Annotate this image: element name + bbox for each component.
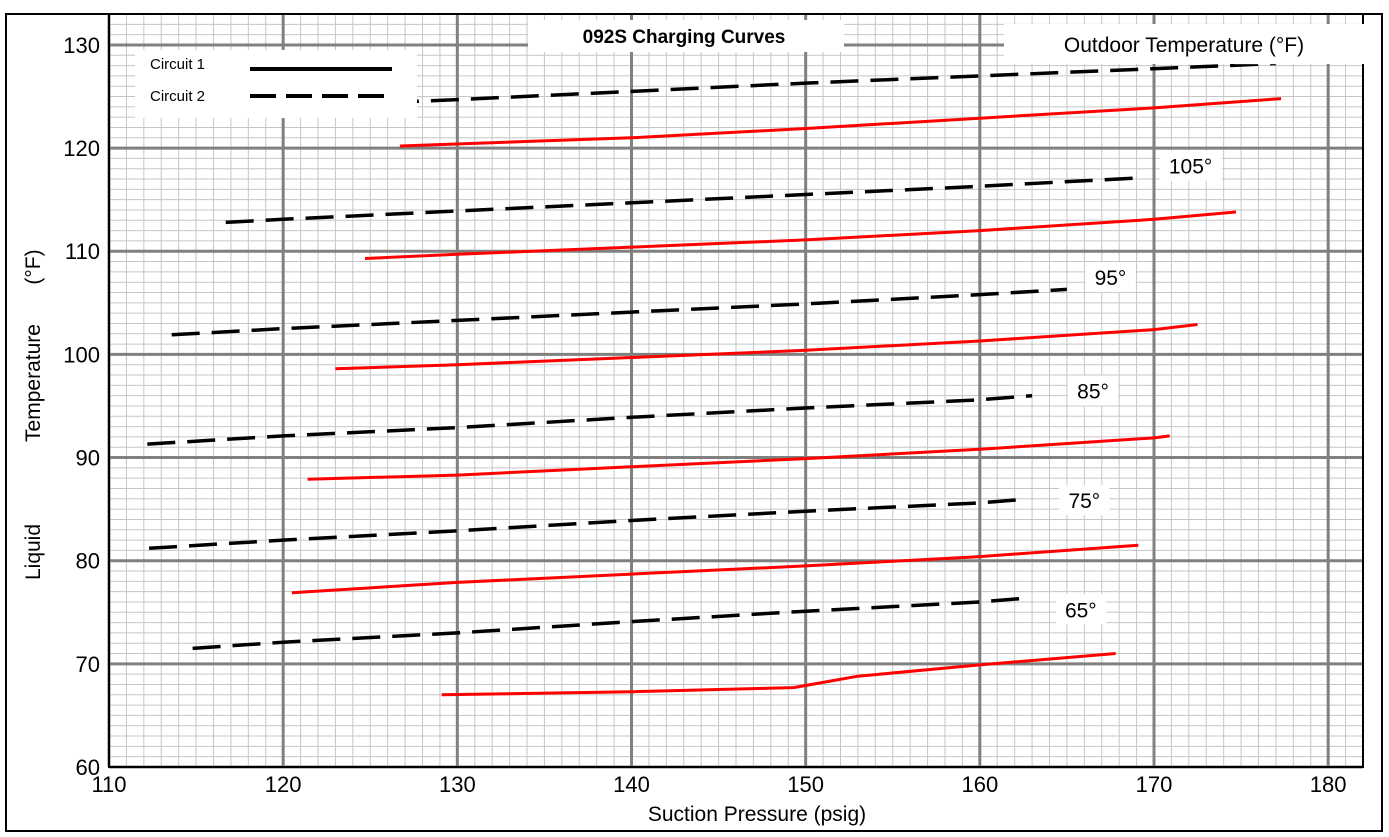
curve-label-85f: 85° xyxy=(1077,381,1109,404)
chart-title: 092S Charging Curves xyxy=(583,27,786,48)
circuit-1-curve-75f xyxy=(291,543,1139,595)
y-axis-title-word-3: (°F) xyxy=(22,249,45,284)
curve-label-backdrop xyxy=(1085,262,1136,293)
y-tick-label: 70 xyxy=(76,652,100,677)
circuit-2-curve-115f xyxy=(310,61,1276,108)
subtitle-backdrop xyxy=(1004,24,1370,64)
legend-label-circuit-2: Circuit 2 xyxy=(150,88,205,105)
circuit-2-curve-65f xyxy=(192,596,1031,651)
curve-label-backdrop xyxy=(1159,150,1222,181)
curve-label-backdrop xyxy=(1059,484,1110,515)
curve-label-backdrop xyxy=(1055,594,1106,625)
circuit-1-curve-95f xyxy=(335,323,1198,371)
curve-label-backdrop xyxy=(1068,375,1119,406)
series-layer xyxy=(147,61,1282,697)
curve-label-65f: 65° xyxy=(1065,599,1097,622)
circuit-1-curve-85f xyxy=(307,434,1170,481)
outer-frame xyxy=(5,13,1383,832)
y-axis-title-word-2: Temperature xyxy=(22,324,45,442)
circuit-2-curve-85f xyxy=(147,393,1033,446)
legend: Circuit 1 Circuit 2 xyxy=(135,50,417,118)
y-tick-label: 120 xyxy=(63,136,100,161)
x-tick-label: 110 xyxy=(91,772,126,797)
x-tick-label: 140 xyxy=(613,772,650,797)
circuit-1-curve-115f xyxy=(399,97,1282,148)
x-tick-label: 170 xyxy=(1136,772,1173,797)
y-tick-label: 110 xyxy=(65,239,100,264)
x-axis-title: Suction Pressure (psig) xyxy=(648,803,866,826)
x-tick-label: 160 xyxy=(961,772,998,797)
x-tick-label: 150 xyxy=(787,772,824,797)
y-tick-label: 90 xyxy=(76,446,100,471)
title-backdrop xyxy=(528,20,844,52)
circuit-2-curve-105f xyxy=(225,176,1137,225)
curve-label-75f: 75° xyxy=(1068,490,1100,513)
legend-box xyxy=(135,50,417,118)
curve-label-95f: 95° xyxy=(1095,267,1127,290)
y-tick-label: 130 xyxy=(63,33,100,58)
y-tick-label: 100 xyxy=(63,342,100,367)
y-tick-labels: 60 70 80 90 100 110 120 130 xyxy=(63,33,100,780)
circuit-1-curve-65f xyxy=(441,652,1116,697)
curve-label-105f: 105° xyxy=(1169,156,1212,179)
x-tick-label: 130 xyxy=(439,772,476,797)
legend-label-circuit-1: Circuit 1 xyxy=(150,56,205,73)
x-tick-label: 180 xyxy=(1310,772,1347,797)
x-tick-label: 120 xyxy=(265,772,302,797)
plot-frame xyxy=(108,13,1364,768)
circuit-1-curve-105f xyxy=(364,210,1237,260)
circuit-2-curve-95f xyxy=(171,287,1068,337)
chart-subtitle: Outdoor Temperature (°F) xyxy=(1064,34,1304,57)
y-tick-label: 60 xyxy=(76,755,100,780)
circuit-2-curve-75f xyxy=(148,498,1019,551)
y-tick-label: 80 xyxy=(76,549,100,574)
y-axis-title-word-1: Liquid xyxy=(22,524,45,580)
x-tick-labels: 110 120 130 140 150 160 170 180 xyxy=(91,772,1346,797)
